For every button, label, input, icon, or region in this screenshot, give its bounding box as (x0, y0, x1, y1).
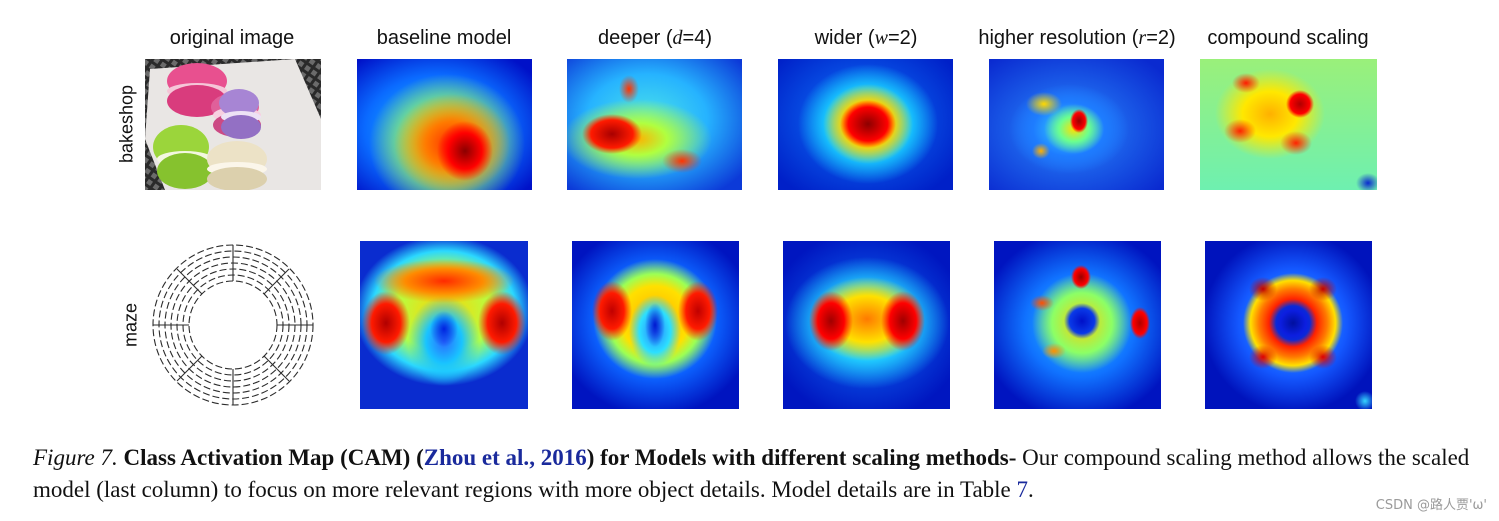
caption-body: Our compound scaling method allows the s… (33, 445, 1470, 502)
col-title-original: original image (169, 27, 295, 49)
cam-wider-bakeshop (778, 59, 953, 190)
watermark: CSDN @路人贾'ω' (1375, 498, 1487, 513)
citation-link[interactable]: Zhou et al., 2016 (423, 445, 587, 470)
cam-baseline-bakeshop (357, 59, 532, 190)
table-ref-link[interactable]: 7 (1016, 477, 1029, 502)
row-label-bakeshop: bakeshop (116, 84, 137, 164)
col-title-baseline: baseline model (376, 27, 512, 49)
cam-wider-maze (783, 241, 950, 409)
cam-baseline-maze (360, 241, 528, 409)
cam-compound-bakeshop (1200, 59, 1377, 190)
original-image-maze (145, 241, 321, 409)
original-image-bakeshop (145, 59, 321, 190)
col-title-compound: compound scaling (1207, 27, 1369, 49)
col-title-hires: higher resolution (r=2) (978, 27, 1176, 49)
cam-hires-maze (994, 241, 1161, 409)
figure-caption: Figure 7. Class Activation Map (CAM) (Zh… (33, 442, 1473, 506)
caption-end: . (1028, 477, 1034, 502)
caption-title-part2: ) for Models with different scaling meth… (586, 445, 1017, 470)
cam-deeper-maze (572, 241, 739, 409)
cam-hires-bakeshop (989, 59, 1164, 190)
row-label-maze: maze (120, 302, 141, 348)
caption-title-part1: Class Activation Map (CAM) ( (123, 445, 424, 470)
cam-compound-maze (1205, 241, 1372, 409)
col-title-wider: wider (w=2) (814, 27, 918, 49)
figure-label: Figure 7. (33, 445, 118, 470)
cam-deeper-bakeshop (567, 59, 742, 190)
col-title-deeper: deeper (d=4) (598, 27, 712, 49)
